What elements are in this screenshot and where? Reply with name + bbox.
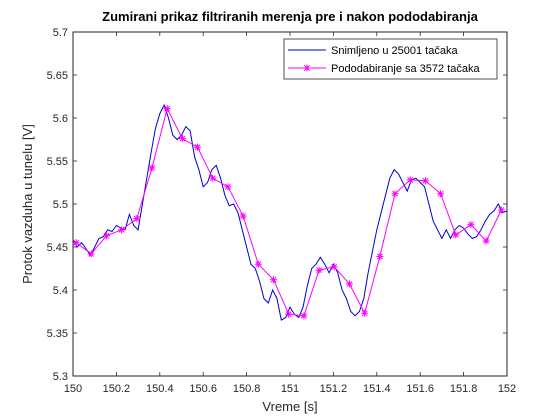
data-point [118, 226, 126, 234]
series-line-recorded [72, 103, 508, 321]
data-point [421, 177, 429, 185]
y-tick-label: 5.5 [53, 199, 68, 211]
data-point [406, 176, 414, 184]
data-point [330, 263, 338, 271]
x-tick-label: 151.2 [320, 383, 348, 395]
x-tick-label: 150.6 [189, 383, 217, 395]
y-axis: 5.3 5.35 5.4 5.45 5.5 5.55 5.6 5.65 5.7 [47, 27, 507, 383]
x-tick-label: 151.8 [450, 383, 478, 395]
data-point [224, 183, 232, 191]
y-tick-label: 5.3 [53, 371, 68, 383]
plot-area [72, 103, 508, 321]
legend-label-recorded: Snimljeno u 25001 tačaka [331, 45, 458, 57]
x-axis: 150 150.2 150.4 150.6 150.8 151 151.2 151.4 151.… [64, 32, 516, 395]
data-point [194, 143, 202, 151]
data-point [452, 231, 460, 239]
x-axis-label: Vreme [s] [262, 399, 317, 414]
x-tick-label: 150.4 [146, 383, 174, 395]
data-point [315, 266, 323, 274]
y-tick-label: 5.35 [47, 328, 68, 340]
data-point [178, 135, 186, 143]
chart-title: Zumirani prikaz filtriranih merenja pre … [102, 9, 478, 24]
data-point [270, 276, 278, 284]
data-point [285, 310, 293, 318]
y-axis-label: Protok vazduha u tunelu [V] [20, 124, 35, 284]
data-point [87, 250, 95, 258]
data-point [345, 280, 353, 288]
x-tick-label: 151.6 [406, 383, 434, 395]
y-tick-label: 5.4 [53, 285, 68, 297]
x-tick-label: 151.4 [363, 383, 391, 395]
x-tick-label: 150.2 [103, 383, 131, 395]
data-point [300, 312, 308, 320]
data-point [376, 252, 384, 260]
data-point [437, 190, 445, 198]
legend-label-subsampled: Pododabiranje sa 3572 tačaka [331, 63, 480, 75]
y-tick-label: 5.6 [53, 113, 68, 125]
data-point [148, 164, 156, 172]
data-point [72, 239, 80, 247]
legend-marker-subsampled [303, 64, 311, 72]
data-point [391, 190, 399, 198]
data-point [254, 260, 262, 268]
data-point [497, 206, 505, 214]
legend: Snimljeno u 25001 tačaka Pododabiranje s… [283, 38, 498, 80]
data-point [163, 105, 171, 113]
y-tick-label: 5.65 [47, 70, 68, 82]
data-point [467, 221, 475, 229]
data-point [361, 309, 369, 317]
legend-asterisk [303, 64, 311, 72]
x-tick-label: 150 [64, 383, 82, 395]
data-point [239, 212, 247, 220]
data-point [482, 237, 490, 245]
legend-box [283, 38, 498, 80]
y-tick-label: 5.55 [47, 156, 68, 168]
y-tick-label: 5.7 [53, 27, 68, 39]
data-point [102, 232, 110, 240]
x-tick-label: 150.8 [233, 383, 261, 395]
x-tick-label: 151 [281, 383, 299, 395]
x-tick-label: 152 [498, 383, 516, 395]
y-tick-label: 5.45 [47, 242, 68, 254]
data-point [209, 174, 217, 182]
data-point [133, 215, 141, 223]
